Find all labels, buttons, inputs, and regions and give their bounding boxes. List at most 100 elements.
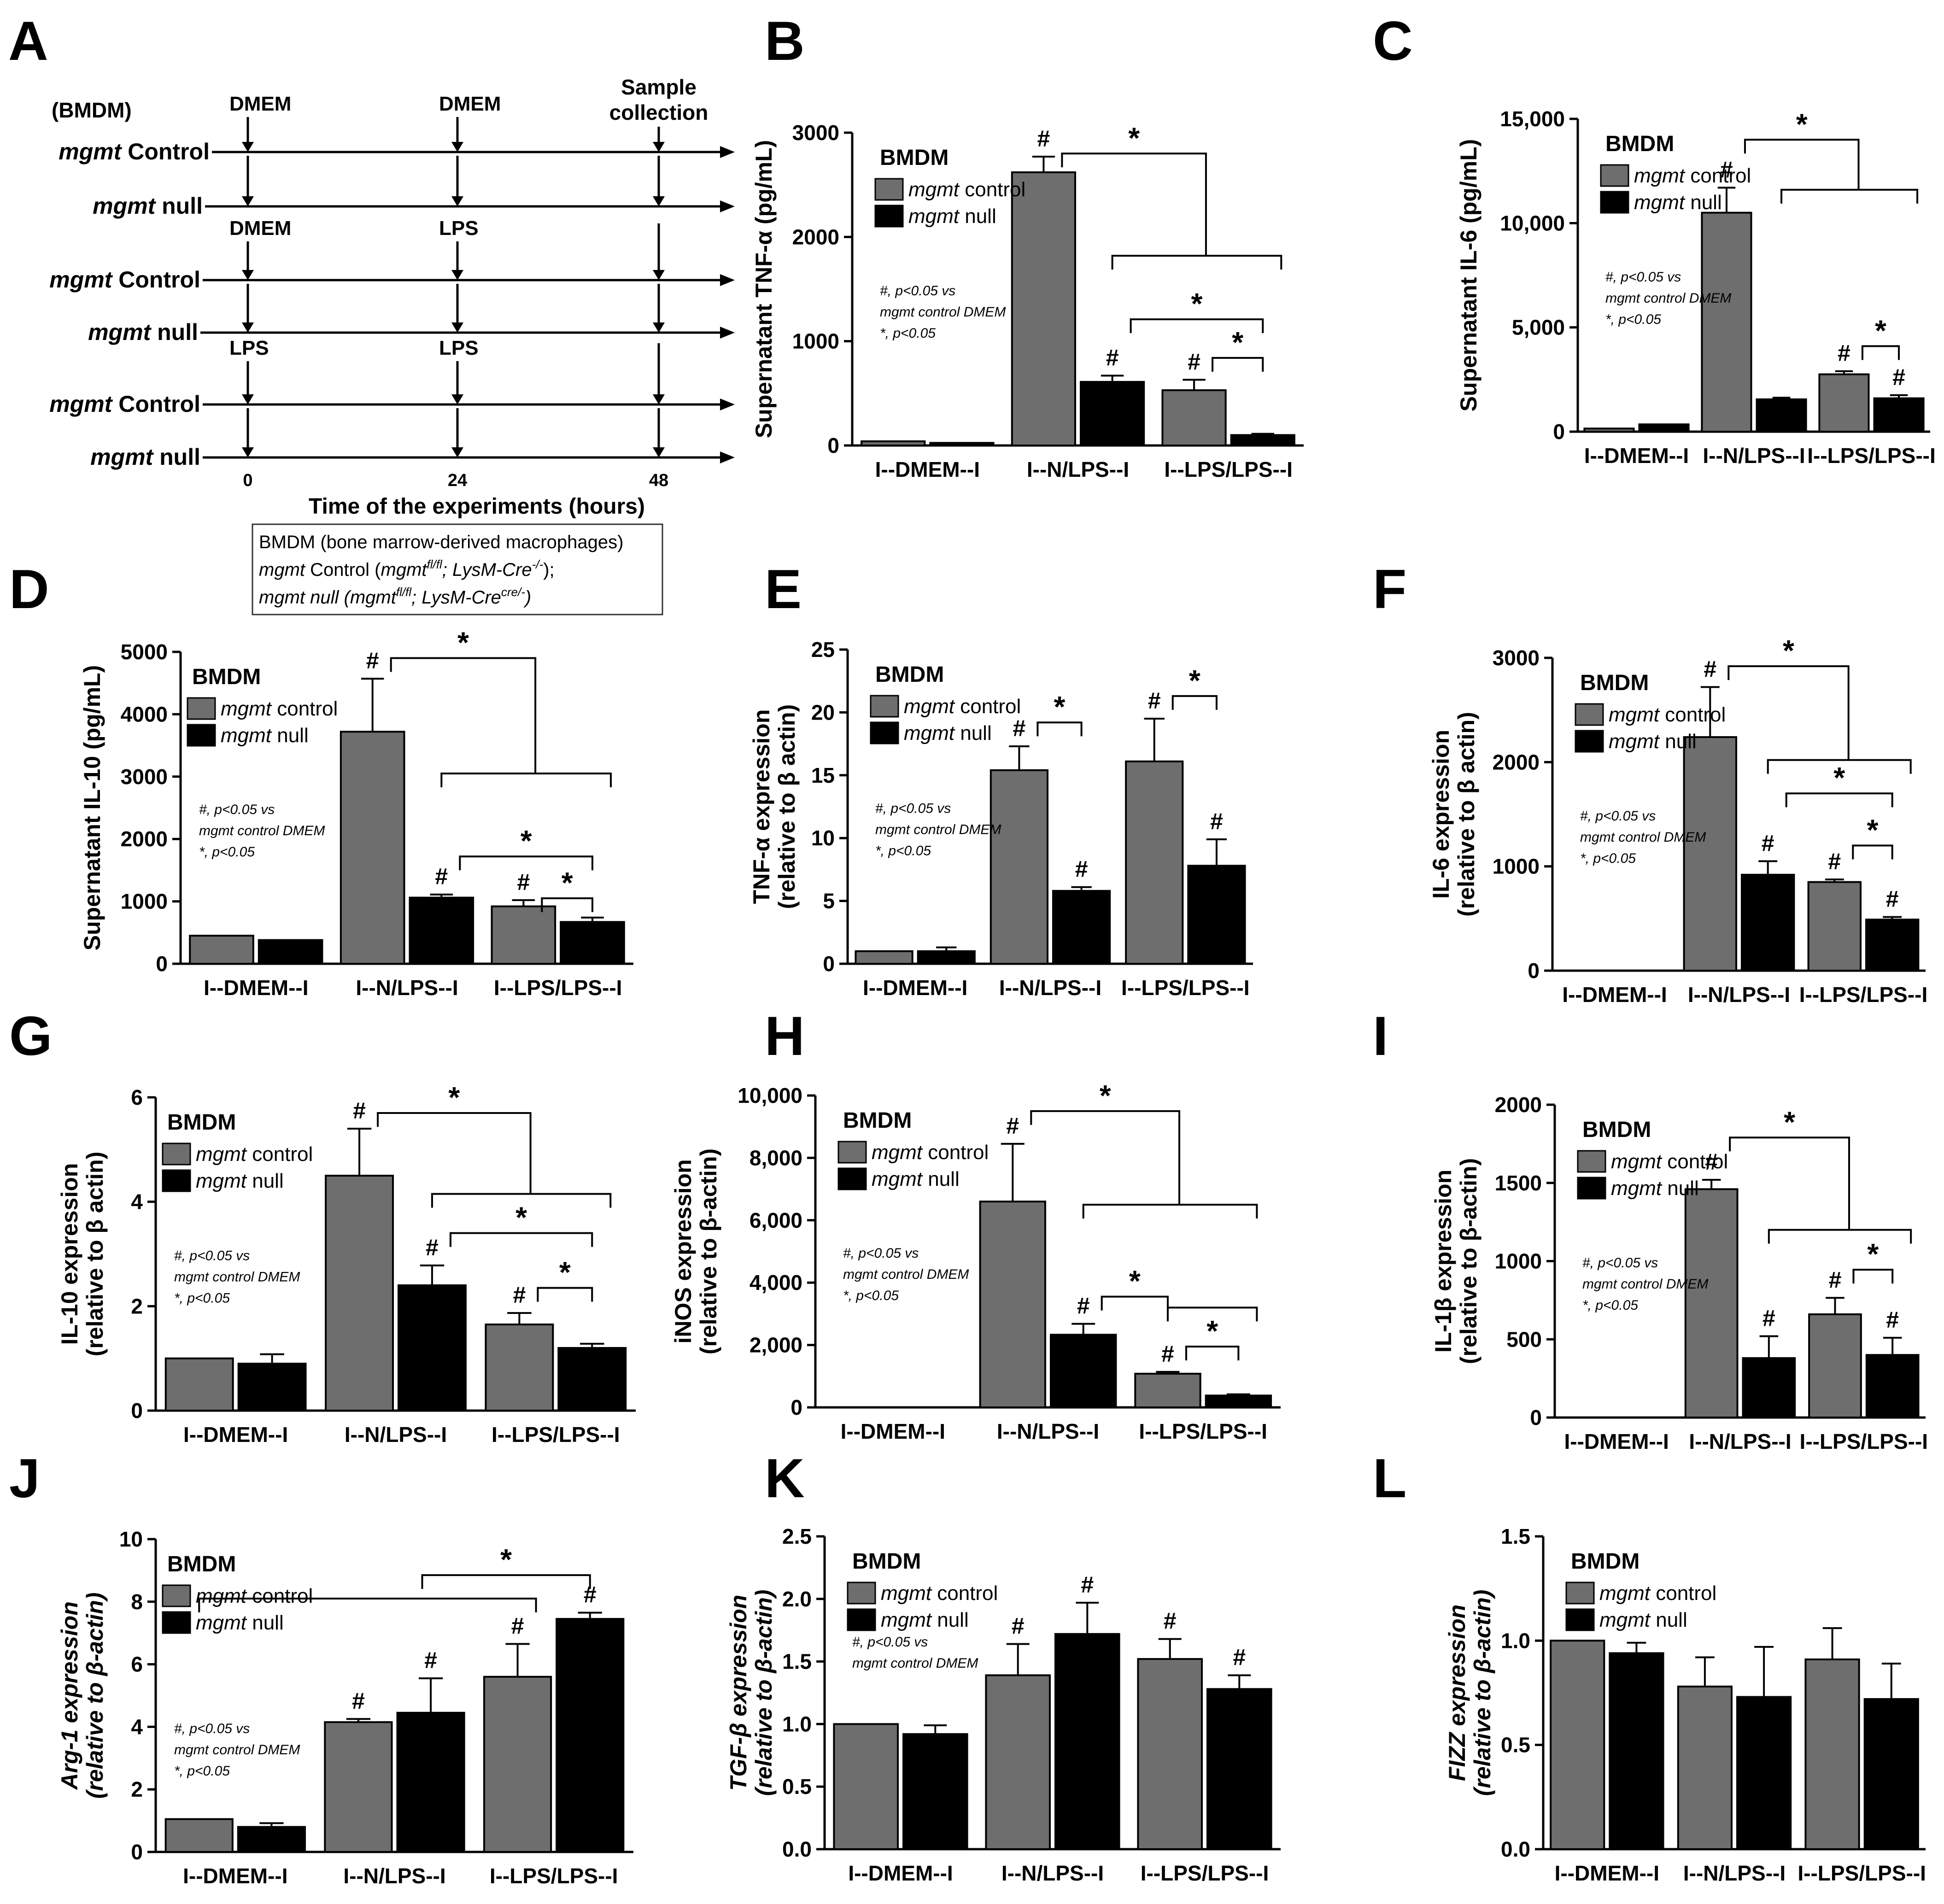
x-tick-label: I--N/LPS--I <box>1688 983 1790 1007</box>
hash-mark: # <box>1161 1341 1174 1367</box>
hash-mark: # <box>1828 849 1841 874</box>
y-tick-label: 2.5 <box>782 1524 812 1548</box>
hash-mark: # <box>1164 1608 1177 1634</box>
timeline-arrow-2 <box>720 200 735 212</box>
bar-control <box>861 440 926 446</box>
y-tick-label: 8,000 <box>749 1146 802 1170</box>
y-tick-label: 1000 <box>1495 1249 1542 1273</box>
y-tick-label: 0 <box>1553 420 1565 444</box>
bar-control <box>833 1723 899 1850</box>
significance-note: #, p<0.05 vs <box>199 802 275 817</box>
sig-star: * <box>448 1081 460 1114</box>
y-tick-label: 15,000 <box>1500 107 1565 131</box>
legend-swatch <box>870 695 899 718</box>
sig-bracket-base <box>1082 1203 1258 1219</box>
sample-label-2: collection <box>609 100 709 124</box>
sig-bracket <box>1852 844 1893 860</box>
x-tick-label: I--N/LPS--I <box>343 1864 445 1888</box>
genotype-line-3: mgmt null (mgmtfl/fl; LysM-Crecre/-) <box>259 585 531 608</box>
legend-swatch <box>874 178 904 201</box>
y-axis-label-line2: (relative to β-actin) <box>1456 1158 1481 1364</box>
y-tick-label: 5,000 <box>1512 316 1565 340</box>
legend-label: mgmt control <box>1599 1582 1716 1605</box>
legend-label: mgmt control <box>904 695 1021 718</box>
y-tick-label: 3000 <box>1493 646 1540 670</box>
timeline-arrow-6 <box>720 451 735 463</box>
y-tick-label: 1.5 <box>782 1650 812 1674</box>
bar-null <box>1865 1354 1920 1418</box>
timeline-arrow-1 <box>720 146 735 158</box>
arrow-t24-a0-head <box>451 142 463 152</box>
arrow-t0-b0-head <box>242 196 254 206</box>
x-tick-label: I--DMEM--I <box>183 1864 287 1888</box>
significance-note: mgmt control DMEM <box>880 305 1006 320</box>
y-tick-label: 2 <box>131 1294 143 1318</box>
sig-star: * <box>1784 1105 1795 1138</box>
hash-mark: # <box>1233 1644 1246 1670</box>
y-tick-label: 0.5 <box>782 1775 812 1799</box>
arrow-t48-b1-head <box>653 322 665 333</box>
y-tick-label: 0.5 <box>1501 1733 1530 1757</box>
bar-control <box>1818 373 1870 433</box>
bar-control <box>979 1201 1047 1408</box>
hash-mark: # <box>366 648 379 674</box>
legend-swatch <box>187 724 216 747</box>
bar-null <box>1741 873 1795 972</box>
panel-letter-b: B <box>765 10 805 72</box>
bar-control <box>1677 1685 1733 1850</box>
bar-control <box>483 1676 552 1853</box>
y-tick-label: 0.0 <box>782 1837 812 1861</box>
y-tick-label: 0 <box>1528 959 1540 983</box>
bar-null <box>237 1826 306 1853</box>
legend-label: mgmt control <box>196 1143 313 1166</box>
sample-label-1: Sample <box>621 75 697 99</box>
x-tick-label: I--LPS/LPS--I <box>1141 1861 1269 1885</box>
legend-label: mgmt null <box>872 1168 960 1190</box>
y-tick-label: 1500 <box>1495 1171 1542 1195</box>
y-tick-label: 3000 <box>792 121 839 145</box>
arrow-t24-a2-head <box>451 394 463 404</box>
legend-swatch <box>1600 164 1629 187</box>
bar-control <box>189 935 254 965</box>
bar-control <box>1550 1640 1605 1850</box>
arrow-t48-a0-head <box>653 142 665 152</box>
legend-swatch <box>837 1167 867 1190</box>
y-axis-label-line2: (relative to β-actin) <box>696 1148 721 1354</box>
significance-note: mgmt control DMEM <box>174 1270 300 1285</box>
timepoint-0: 0 <box>243 471 252 490</box>
y-tick-label: 5000 <box>121 640 168 664</box>
timeline-arrow-5 <box>720 398 735 410</box>
bar-control <box>491 905 556 965</box>
bar-control <box>1137 1658 1203 1850</box>
arrow-t0-b1-head <box>242 322 254 333</box>
y-axis-label: Supernatant IL-10 (pg/mL) <box>79 665 105 950</box>
sig-star: * <box>1206 1314 1218 1347</box>
x-tick-label: I--N/LPS--I <box>1001 1861 1104 1885</box>
sig-star: * <box>1875 314 1886 347</box>
bar-control <box>164 1818 234 1853</box>
sig-bracket <box>377 1112 532 1194</box>
hash-mark: # <box>1720 157 1733 182</box>
y-tick-label: 4000 <box>121 702 168 726</box>
panel-letter-c: C <box>1373 10 1413 72</box>
legend-label: mgmt control <box>221 697 338 720</box>
panel-letter-i: I <box>1373 1005 1388 1067</box>
legend-title: BMDM <box>852 1549 921 1574</box>
bar-control <box>485 1324 554 1412</box>
chart-g: G 0 2 4 6 IL-10 expression (relative to β acti… <box>9 1005 636 1447</box>
y-tick-label: 2.0 <box>782 1587 812 1611</box>
y-tick-label: 10 <box>119 1527 143 1551</box>
x-tick-label: I--N/LPS--I <box>997 1419 1099 1443</box>
legend-title: BMDM <box>167 1552 236 1576</box>
x-tick-label: I--LPS/LPS--I <box>1121 976 1250 1000</box>
bar-null <box>1206 1688 1272 1851</box>
arrow-t48-b0-head <box>653 196 665 206</box>
significance-note: *, p<0.05 <box>174 1291 230 1306</box>
timepoint-48: 48 <box>649 471 668 490</box>
x-tick-label: I--LPS/LPS--I <box>1798 1861 1926 1885</box>
y-tick-label: 1.0 <box>782 1712 812 1736</box>
y-tick-label: 1000 <box>1493 855 1540 879</box>
legend-swatch <box>162 1169 191 1192</box>
y-tick-label: 500 <box>1506 1327 1542 1351</box>
